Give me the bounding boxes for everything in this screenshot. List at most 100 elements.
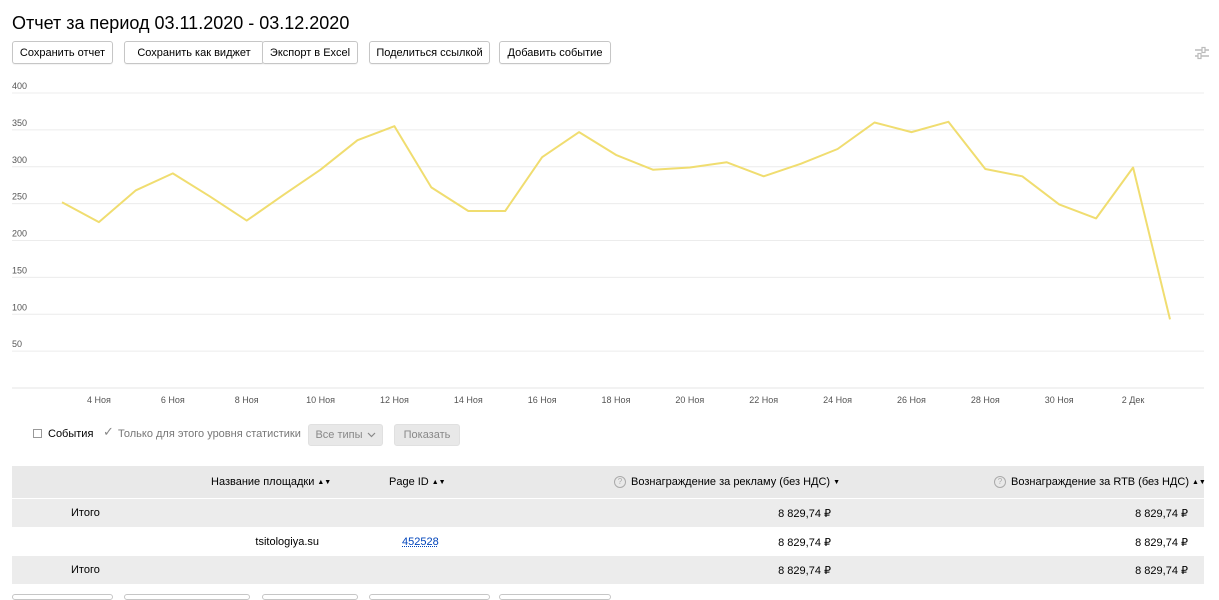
data-point[interactable]	[96, 219, 102, 225]
page-id-link[interactable]: 452528	[402, 536, 439, 548]
data-point[interactable]	[1056, 201, 1062, 207]
y-tick-label: 250	[12, 192, 27, 202]
earnings-line-chart: 50 100 150 200 250 300 350 400 4 Ноя 6 Ноя 8 Ноя 10…	[0, 80, 1219, 415]
data-point[interactable]	[1130, 164, 1136, 170]
sort-desc-icon: ▼	[833, 479, 841, 486]
x-tick-label: 8 Ноя	[235, 395, 259, 405]
data-point[interactable]	[59, 199, 65, 205]
x-tick-label: 6 Ноя	[161, 395, 185, 405]
add-event-button[interactable]: Добавить событие	[499, 41, 611, 64]
x-tick-label: 22 Ноя	[749, 395, 778, 405]
bottom-button-stub	[124, 594, 250, 600]
sliders-icon[interactable]	[1194, 46, 1210, 60]
data-point[interactable]	[872, 120, 878, 126]
table-row: tsitologiya.su 452528 8 829,74 ₽ 8 829,7…	[12, 528, 1204, 556]
x-tick-label: 10 Ноя	[306, 395, 335, 405]
data-point[interactable]	[908, 129, 914, 135]
event-types-dropdown[interactable]: Все типы	[308, 424, 383, 446]
header-reward-ads[interactable]: ? Вознаграждение за рекламу (без НДС) ▼	[614, 476, 840, 489]
x-tick-label: 28 Ноя	[971, 395, 1000, 405]
data-point[interactable]	[1167, 316, 1173, 322]
sort-icon: ▲▼	[431, 479, 446, 486]
event-types-label: Все типы	[315, 429, 363, 441]
bottom-button-stub	[499, 594, 611, 600]
only-level-checkbox-label: Только для этого уровня статистики	[118, 428, 301, 440]
help-icon[interactable]: ?	[614, 476, 626, 488]
events-checkbox-label[interactable]: События	[48, 428, 94, 440]
data-point[interactable]	[465, 208, 471, 214]
data-point[interactable]	[170, 170, 176, 176]
x-tick-label: 30 Ноя	[1045, 395, 1074, 405]
x-tick-label: 16 Ноя	[528, 395, 557, 405]
sort-icon: ▲▼	[1192, 479, 1206, 486]
total-reward-ads: 8 829,74 ₽	[778, 565, 831, 577]
data-point[interactable]	[650, 167, 656, 173]
y-tick-label: 150	[12, 265, 27, 275]
bottom-button-stub	[369, 594, 490, 600]
header-reward-ads-label: Вознаграждение за рекламу (без НДС)	[631, 476, 831, 488]
help-icon[interactable]: ?	[994, 476, 1006, 488]
data-point[interactable]	[798, 161, 804, 167]
data-point[interactable]	[835, 146, 841, 152]
data-point[interactable]	[281, 192, 287, 198]
data-point[interactable]	[133, 187, 139, 193]
header-page-id[interactable]: Page ID ▲▼	[389, 476, 446, 488]
data-point[interactable]	[244, 218, 250, 224]
data-point[interactable]	[207, 193, 213, 199]
y-tick-label: 300	[12, 155, 27, 165]
header-site-name[interactable]: Название площадки ▲▼	[211, 476, 331, 488]
data-point[interactable]	[724, 159, 730, 165]
data-point[interactable]	[318, 167, 324, 173]
table-total-row: Итого 8 829,74 ₽ 8 829,74 ₽	[12, 499, 1204, 527]
x-tick-label: 24 Ноя	[823, 395, 852, 405]
data-point[interactable]	[502, 208, 508, 214]
y-tick-label: 400	[12, 81, 27, 91]
bottom-button-stub	[262, 594, 358, 600]
chevron-down-icon	[367, 432, 375, 438]
export-excel-button[interactable]: Экспорт в Excel	[262, 41, 358, 64]
row-reward-ads: 8 829,74 ₽	[778, 537, 831, 549]
header-site-name-label: Название площадки	[211, 476, 315, 488]
bottom-button-stub	[12, 594, 113, 600]
checkmark-icon: ✓	[103, 424, 114, 439]
data-point[interactable]	[354, 137, 360, 143]
header-reward-rtb[interactable]: ? Вознаграждение за RTB (без НДС) ▲▼	[994, 476, 1206, 489]
data-point[interactable]	[1019, 173, 1025, 179]
x-tick-label: 2 Дек	[1122, 395, 1145, 405]
header-page-id-label: Page ID	[389, 476, 429, 488]
save-report-button[interactable]: Сохранить отчет	[12, 41, 113, 64]
data-point[interactable]	[1093, 215, 1099, 221]
total-reward-rtb: 8 829,74 ₽	[1135, 508, 1188, 520]
x-tick-label: 14 Ноя	[454, 395, 483, 405]
show-button[interactable]: Показать	[394, 424, 460, 446]
share-link-button[interactable]: Поделиться ссылкой	[369, 41, 490, 64]
row-reward-rtb: 8 829,74 ₽	[1135, 537, 1188, 549]
data-point[interactable]	[945, 119, 951, 125]
x-tick-label: 20 Ноя	[675, 395, 704, 405]
series-line[interactable]	[61, 120, 1171, 320]
x-tick-label: 12 Ноя	[380, 395, 409, 405]
total-label: Итого	[71, 507, 100, 519]
page-title: Отчет за период 03.11.2020 - 03.12.2020	[12, 13, 350, 33]
x-tick-label: 4 Ноя	[87, 395, 111, 405]
total-reward-rtb: 8 829,74 ₽	[1135, 565, 1188, 577]
y-tick-label: 200	[12, 229, 27, 239]
y-tick-label: 100	[12, 302, 27, 312]
events-checkbox[interactable]	[33, 429, 42, 438]
data-point[interactable]	[576, 129, 582, 135]
header-reward-rtb-label: Вознаграждение за RTB (без НДС)	[1011, 476, 1189, 488]
data-point[interactable]	[539, 154, 545, 160]
total-reward-ads: 8 829,74 ₽	[778, 508, 831, 520]
data-point[interactable]	[428, 184, 434, 190]
data-point[interactable]	[391, 123, 397, 129]
save-as-widget-button[interactable]: Сохранить как виджет	[124, 41, 264, 64]
table-total-row: Итого 8 829,74 ₽ 8 829,74 ₽	[12, 556, 1204, 584]
data-point[interactable]	[687, 164, 693, 170]
x-tick-label: 26 Ноя	[897, 395, 926, 405]
data-point[interactable]	[613, 152, 619, 158]
total-label: Итого	[71, 564, 100, 576]
data-point[interactable]	[761, 173, 767, 179]
site-name: tsitologiya.su	[255, 536, 319, 548]
data-point[interactable]	[982, 166, 988, 172]
y-tick-label: 50	[12, 339, 22, 349]
